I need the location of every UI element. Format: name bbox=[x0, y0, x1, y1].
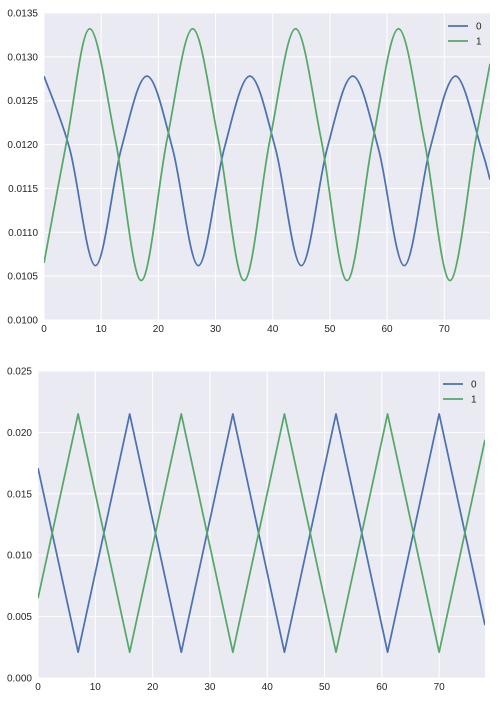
chart-2: 0 10 20 30 40 50 60 700.0000.0050.0100.0150.020… bbox=[7, 367, 485, 693]
x-tick-label: 70 bbox=[434, 682, 446, 693]
y-tick-label: 0.025 bbox=[7, 367, 32, 378]
y-tick-label: 0.0100 bbox=[7, 316, 38, 327]
x-tick-label: 10 bbox=[90, 682, 102, 693]
x-tick-label: 0 bbox=[41, 324, 47, 335]
y-tick-label: 0.0120 bbox=[7, 140, 38, 151]
legend-label-0: 0 bbox=[471, 380, 477, 391]
x-tick-label: 40 bbox=[262, 682, 274, 693]
legend-label-1: 1 bbox=[476, 37, 482, 48]
x-tick-label: 30 bbox=[204, 682, 216, 693]
series-line-1 bbox=[44, 27, 490, 282]
y-tick-label: 0.015 bbox=[7, 489, 32, 500]
y-tick-label: 0.0135 bbox=[7, 9, 38, 20]
plot-area bbox=[44, 13, 490, 320]
y-tick-label: 0.000 bbox=[7, 674, 32, 685]
legend: 01 bbox=[448, 22, 482, 48]
x-tick-label: 20 bbox=[147, 682, 159, 693]
x-tick-label: 10 bbox=[96, 324, 108, 335]
y-tick-label: 0.005 bbox=[7, 612, 32, 623]
x-tick-label: 0 bbox=[35, 682, 41, 693]
y-tick-label: 0.0105 bbox=[7, 272, 38, 283]
y-tick-label: 0.0125 bbox=[7, 96, 38, 107]
x-tick-label: 40 bbox=[267, 324, 279, 335]
y-tick-label: 0.0115 bbox=[8, 184, 38, 195]
x-tick-label: 50 bbox=[319, 682, 331, 693]
x-tick-label: 70 bbox=[439, 324, 451, 335]
series-line-0 bbox=[44, 75, 490, 267]
y-tick-label: 0.020 bbox=[7, 428, 32, 439]
y-tick-label: 0.010 bbox=[7, 551, 32, 562]
legend: 01 bbox=[443, 380, 477, 406]
x-tick-label: 60 bbox=[382, 324, 394, 335]
chart-1: 0 10 20 30 40 50 60 700.01000.01050.01100.01150… bbox=[7, 9, 490, 335]
x-tick-label: 60 bbox=[376, 682, 388, 693]
y-tick-label: 0.0130 bbox=[7, 52, 38, 63]
x-tick-label: 50 bbox=[324, 324, 336, 335]
plot-area bbox=[38, 371, 485, 678]
legend-label-0: 0 bbox=[476, 22, 482, 33]
y-tick-label: 0.0110 bbox=[8, 228, 38, 239]
x-tick-label: 20 bbox=[153, 324, 165, 335]
legend-label-1: 1 bbox=[471, 395, 477, 406]
x-tick-label: 30 bbox=[210, 324, 222, 335]
series-line-1 bbox=[38, 413, 485, 654]
